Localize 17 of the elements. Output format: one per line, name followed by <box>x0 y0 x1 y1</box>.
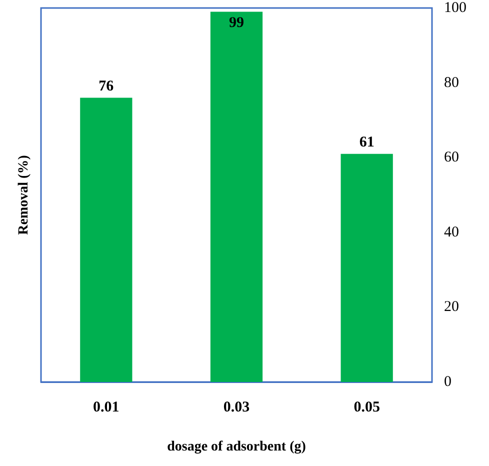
x-tick-label: 0.03 <box>223 400 250 416</box>
data-label: 76 <box>98 78 114 94</box>
y-tick-label: 0 <box>444 374 452 390</box>
x-tick-label: 0.01 <box>93 400 120 416</box>
y-tick-label: 40 <box>444 224 459 240</box>
bar <box>80 98 132 382</box>
y-tick-label: 20 <box>444 299 459 316</box>
y-tick-label: 60 <box>444 150 459 166</box>
bar <box>210 12 263 382</box>
x-tick-label: 0.05 <box>354 400 380 416</box>
bar <box>340 154 393 382</box>
data-label: 61 <box>359 134 374 150</box>
y-axis-title: Removal (%) <box>16 154 32 235</box>
y-tick-label: 80 <box>444 74 459 91</box>
y-tick-label: 100 <box>444 0 466 16</box>
x-axis-title: dosage of adsorbent (g) <box>167 440 306 454</box>
data-label: 99 <box>229 15 244 32</box>
